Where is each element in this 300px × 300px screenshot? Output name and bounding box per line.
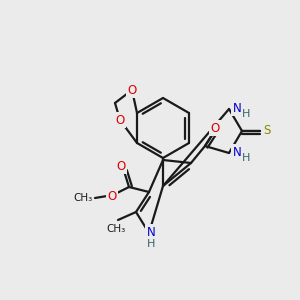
- Text: H: H: [242, 109, 250, 119]
- Text: N: N: [232, 101, 242, 115]
- Text: N: N: [147, 226, 155, 238]
- Text: O: O: [210, 122, 220, 134]
- Text: CH₃: CH₃: [106, 224, 126, 234]
- Text: O: O: [107, 190, 117, 202]
- Text: CH₃: CH₃: [74, 193, 93, 203]
- Text: O: O: [116, 113, 124, 127]
- Text: S: S: [263, 124, 271, 137]
- Text: O: O: [128, 83, 136, 97]
- Text: O: O: [116, 160, 126, 172]
- Text: N: N: [232, 146, 242, 158]
- Text: H: H: [147, 239, 155, 249]
- Text: H: H: [242, 153, 250, 163]
